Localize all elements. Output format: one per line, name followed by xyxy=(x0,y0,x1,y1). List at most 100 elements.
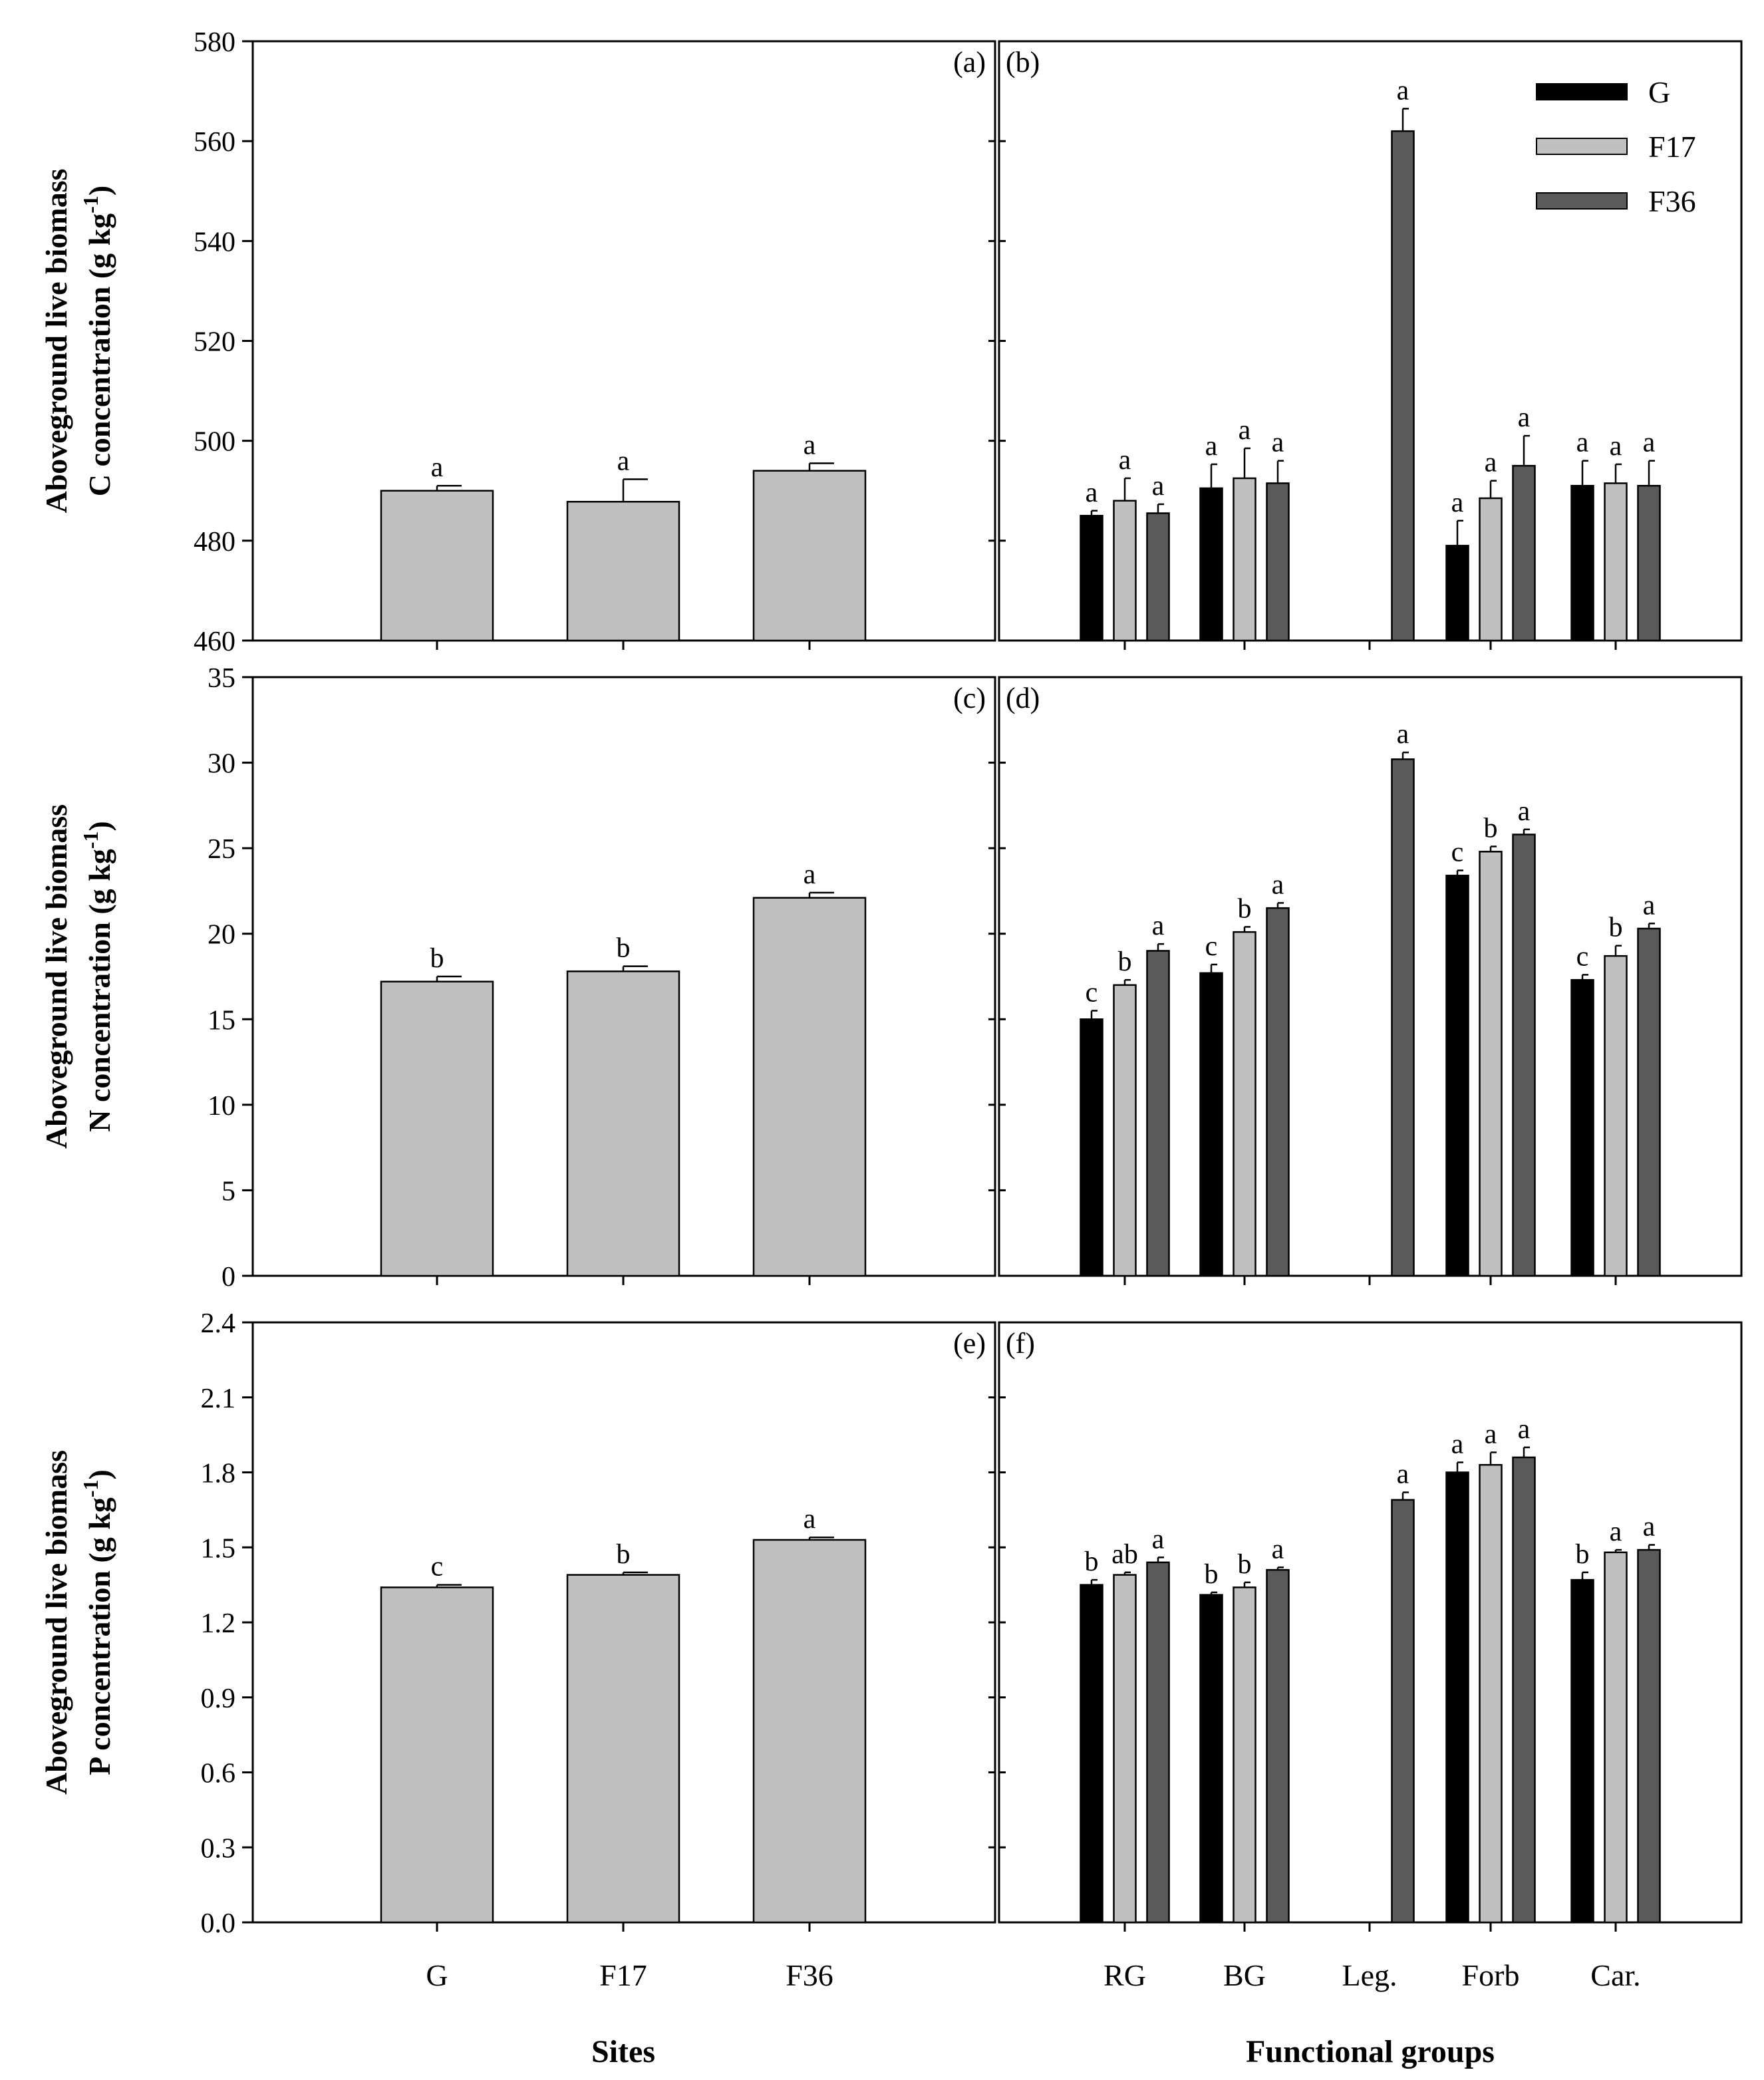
bar-g xyxy=(1570,1578,1594,1924)
y-tick-label: 15 xyxy=(208,1005,235,1036)
significance-letter: a xyxy=(1086,478,1098,508)
bar-g xyxy=(1570,484,1594,642)
bar-f36 xyxy=(1391,130,1415,642)
significance-letter: a xyxy=(1152,1524,1165,1555)
bar-g xyxy=(1199,487,1223,642)
y-tick-label: 20 xyxy=(208,920,235,951)
bar-site-f17 xyxy=(566,1574,680,1924)
bar-g xyxy=(1445,545,1469,642)
bar-f17 xyxy=(1479,1463,1503,1924)
significance-letter: c xyxy=(1576,941,1589,972)
bar-f17 xyxy=(1479,497,1503,642)
y-tick-label: 460 xyxy=(194,627,235,657)
significance-letter: a xyxy=(1451,488,1464,518)
significance-letter: b xyxy=(1576,1539,1590,1570)
y-tick-label: 1.5 xyxy=(201,1533,236,1564)
x-category-label: G xyxy=(426,1958,448,1992)
significance-letter: b xyxy=(1484,814,1498,844)
bar-site-f36 xyxy=(752,1539,867,1924)
y-tick-label: 580 xyxy=(194,27,235,58)
y-axis-label-line1: Aboveground live biomass xyxy=(39,804,73,1149)
bar-f17 xyxy=(1113,984,1137,1277)
y-tick-label: 0.9 xyxy=(201,1684,236,1714)
significance-letter: a xyxy=(1485,1419,1497,1449)
panel-row-2: 0 5 10 15 20 25 30 35 (c) (d) Aboveground live bio… xyxy=(39,663,1743,1292)
bar-site-f17 xyxy=(566,970,680,1277)
legend: G F17 F36 xyxy=(1536,75,1696,218)
y-tick-label: 0.6 xyxy=(201,1759,236,1789)
x-axis-title-left: Sites xyxy=(591,2034,655,2069)
bar-g xyxy=(1199,1594,1223,1924)
bar-site-f36 xyxy=(752,470,867,642)
bar-site-f36 xyxy=(752,897,867,1277)
bar-f36 xyxy=(1637,1549,1661,1924)
bar-g xyxy=(1445,875,1469,1277)
bar-f17 xyxy=(1604,955,1628,1277)
significance-letter: a xyxy=(1272,869,1284,900)
panel-tag: (f) xyxy=(1006,1327,1035,1360)
significance-letter: c xyxy=(431,1552,444,1582)
bar-f36 xyxy=(1266,1568,1290,1924)
significance-letter: b xyxy=(1118,947,1132,977)
significance-letter: a xyxy=(1518,402,1531,433)
bar-f17 xyxy=(1604,1551,1628,1924)
bar-f17 xyxy=(1113,1574,1137,1924)
significance-letter: a xyxy=(1576,428,1589,458)
y-tick-label: 1.2 xyxy=(201,1608,236,1639)
y-tick-label: 2.1 xyxy=(201,1384,236,1414)
significance-letter: b xyxy=(617,1539,631,1570)
significance-letter: a xyxy=(1643,1511,1656,1542)
significance-letter: c xyxy=(1086,977,1098,1008)
bar-g xyxy=(1199,972,1223,1277)
significance-letter: a xyxy=(1397,1459,1409,1490)
significance-letter: b xyxy=(1238,893,1252,924)
significance-letter: a xyxy=(1205,431,1218,462)
significance-letter: a xyxy=(1610,431,1622,462)
bar-f36 xyxy=(1637,484,1661,642)
panel-frame-right xyxy=(998,676,1743,1277)
bar-g xyxy=(1445,1471,1469,1924)
y-tick-label: 0.0 xyxy=(201,1908,236,1939)
legend-label: G xyxy=(1648,75,1670,109)
panel-frame-right xyxy=(998,1321,1743,1924)
legend-swatch-f36 xyxy=(1536,192,1628,210)
bar-f36 xyxy=(1391,1499,1415,1924)
significance-letter: a xyxy=(1152,471,1165,502)
bar-f36 xyxy=(1512,833,1536,1277)
bar-f36 xyxy=(1146,512,1170,642)
y-tick-label: 540 xyxy=(194,227,235,257)
bar-f17 xyxy=(1479,851,1503,1277)
significance-letter: a xyxy=(1152,911,1165,941)
x-category-label: Car. xyxy=(1590,1958,1640,1992)
significance-letter: a xyxy=(1518,1414,1531,1445)
bar-site-g xyxy=(380,490,494,642)
significance-letter: a xyxy=(617,446,630,476)
legend-swatch-g xyxy=(1536,83,1628,100)
panel-tag: (a) xyxy=(953,46,986,78)
significance-letter: a xyxy=(1272,1534,1284,1564)
y-tick-label: 35 xyxy=(208,663,235,694)
panel-row-1: 460 480 500 520 540 560 580 (a) (b) Aboveground l… xyxy=(39,27,1743,657)
significance-letter: c xyxy=(1205,931,1218,962)
panel-tag: (d) xyxy=(1006,682,1040,714)
y-tick-label: 520 xyxy=(194,327,235,358)
significance-letter: a xyxy=(1397,75,1409,106)
bar-site-g xyxy=(380,980,494,1277)
y-tick-label: 10 xyxy=(208,1091,235,1121)
y-tick-label: 560 xyxy=(194,127,235,158)
bar-f17 xyxy=(1233,931,1256,1277)
significance-letter: a xyxy=(1397,719,1409,750)
panel-tag: (c) xyxy=(953,682,986,714)
y-axis-label-line1: Aboveground live biomass xyxy=(39,168,73,513)
bar-g xyxy=(1570,978,1594,1277)
significance-letter: a xyxy=(1272,428,1284,458)
bar-f17 xyxy=(1233,477,1256,642)
panel-row-3: 0.0 0.3 0.6 0.9 1.2 1.5 1.8 2.1 2.4 (e) (f) Abovegr… xyxy=(39,1308,1743,1939)
y-tick-label: 500 xyxy=(194,427,235,458)
significance-letter: a xyxy=(1485,448,1497,478)
significance-letter: b xyxy=(1609,913,1623,943)
significance-letter: a xyxy=(431,452,444,483)
y-tick-label: 5 xyxy=(221,1176,235,1207)
y-tick-label: 480 xyxy=(194,527,235,557)
